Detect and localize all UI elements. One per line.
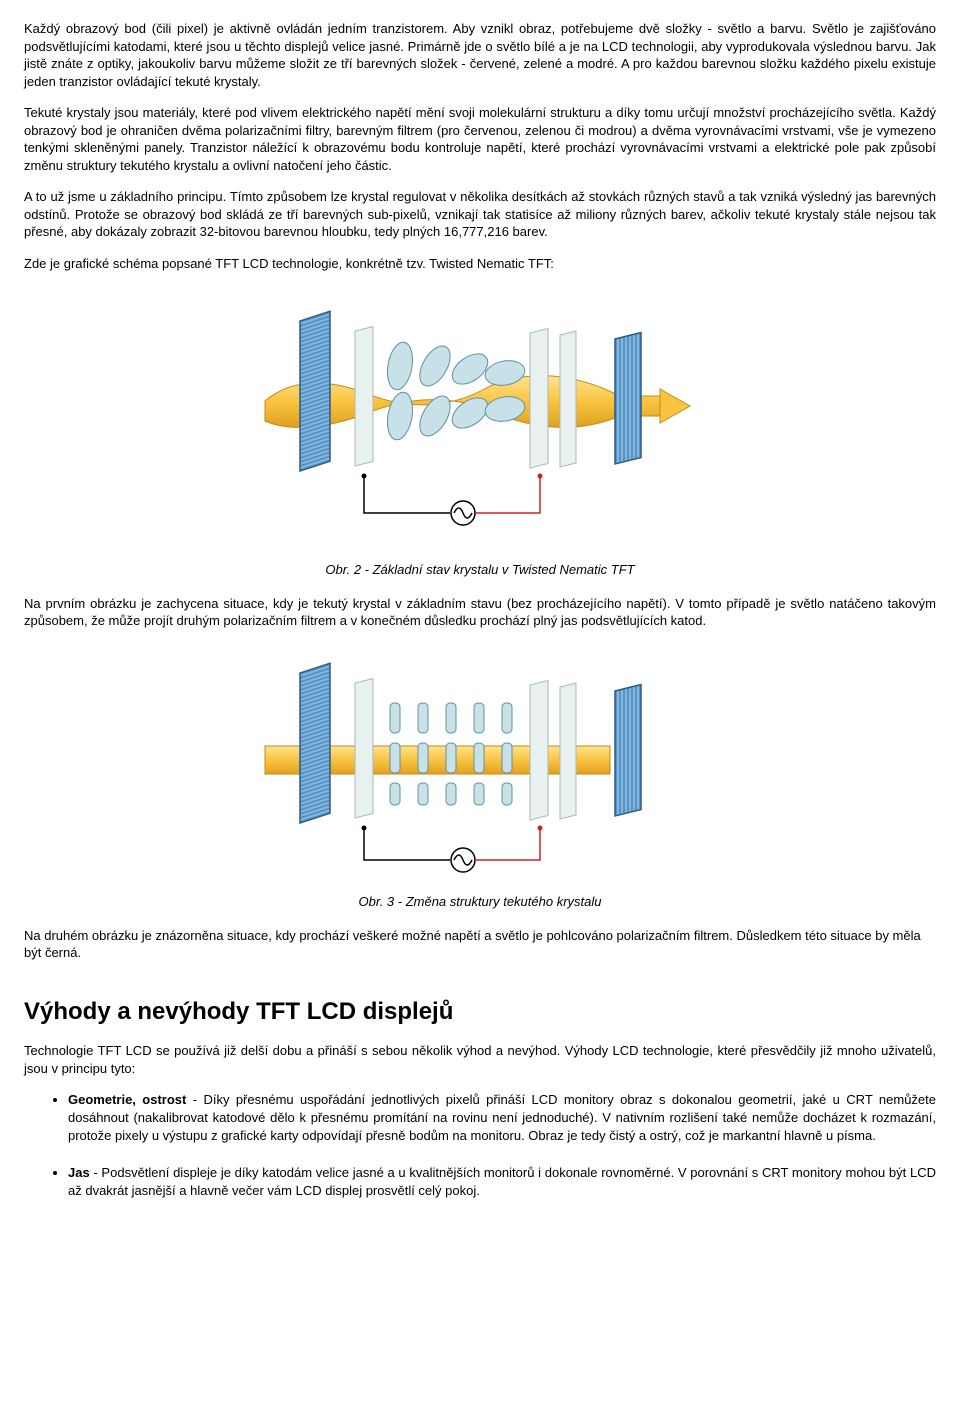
paragraph: Na prvním obrázku je zachycena situace, …	[24, 595, 936, 630]
paragraph: Na druhém obrázku je znázorněna situace,…	[24, 927, 936, 962]
figure-2	[24, 291, 936, 556]
paragraph: Každý obrazový bod (čili pixel) je aktiv…	[24, 20, 936, 90]
paragraph: Zde je grafické schéma popsané TFT LCD t…	[24, 255, 936, 273]
list-item: Geometrie, ostrost - Díky přesnému uspoř…	[68, 1091, 936, 1144]
list-item-title: Jas	[68, 1165, 90, 1180]
figure-3	[24, 648, 936, 888]
section-heading: Výhody a nevýhody TFT LCD displejů	[24, 996, 936, 1028]
figure-2-caption: Obr. 2 - Základní stav krystalu v Twiste…	[24, 561, 936, 579]
paragraph: A to už jsme u základního principu. Tímt…	[24, 188, 936, 241]
figure-3-caption: Obr. 3 - Změna struktury tekutého krysta…	[24, 893, 936, 911]
list-item-title: Geometrie, ostrost	[68, 1092, 186, 1107]
list-item: Jas - Podsvětlení displeje je díky katod…	[68, 1164, 936, 1199]
paragraph: Technologie TFT LCD se používá již delší…	[24, 1042, 936, 1077]
paragraph: Tekuté krystaly jsou materiály, které po…	[24, 104, 936, 174]
list-item-text: - Díky přesnému uspořádání jednotlivých …	[68, 1092, 936, 1142]
advantages-list: Geometrie, ostrost - Díky přesnému uspoř…	[24, 1091, 936, 1199]
list-item-text: - Podsvětlení displeje je díky katodám v…	[68, 1165, 936, 1198]
